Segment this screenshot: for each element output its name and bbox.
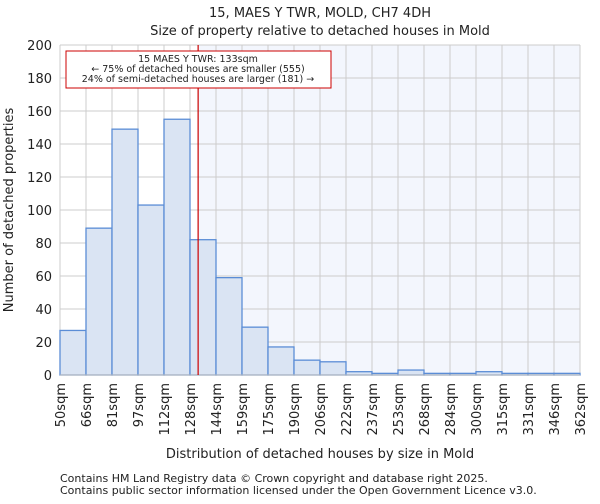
x-tick-label: 206sqm (314, 383, 329, 436)
x-tick-label: 175sqm (262, 383, 277, 436)
histogram-bar (397, 369, 425, 376)
x-tick-label: 66sqm (80, 383, 95, 427)
y-tick-label: 160 (27, 105, 52, 120)
x-tick-label: 222sqm (340, 383, 355, 436)
chart-subtitle: Size of property relative to detached ho… (150, 24, 490, 39)
x-tick-label: 315sqm (496, 383, 511, 436)
y-axis-label: Number of detached properties (2, 108, 17, 313)
y-tick-label: 80 (35, 237, 52, 252)
histogram-bar (137, 204, 165, 376)
x-tick-label: 300sqm (470, 383, 485, 436)
annotation-line-3: 24% of semi-detached houses are larger (… (82, 74, 315, 85)
histogram-bar (163, 118, 191, 376)
x-tick-label: 268sqm (418, 383, 433, 436)
histogram-bar (59, 329, 87, 376)
histogram-bar (267, 346, 295, 376)
annotation-line-1: 15 MAES Y TWR: 133sqm (138, 54, 258, 65)
x-tick-label: 331sqm (522, 383, 537, 436)
x-tick-label: 253sqm (392, 383, 407, 436)
y-tick-label: 60 (35, 270, 52, 285)
x-tick-label: 362sqm (574, 383, 589, 436)
y-tick-label: 180 (27, 72, 52, 87)
x-axis-label: Distribution of detached houses by size … (166, 447, 474, 462)
x-tick-label: 346sqm (548, 383, 563, 436)
annotation-line-2: ← 75% of detached houses are smaller (55… (91, 64, 304, 75)
x-tick-label: 50sqm (54, 383, 69, 427)
x-tick-label: 190sqm (288, 383, 303, 436)
histogram-bar (85, 227, 113, 376)
x-tick-label: 159sqm (236, 383, 251, 436)
histogram-bar (111, 128, 139, 376)
footer-line-2: Contains public sector information licen… (60, 484, 537, 497)
y-tick-label: 140 (27, 138, 52, 153)
y-tick-label: 40 (35, 303, 52, 318)
x-tick-label: 97sqm (132, 383, 147, 427)
y-tick-label: 20 (35, 336, 52, 351)
x-tick-label: 144sqm (210, 383, 225, 436)
x-tick-label: 128sqm (184, 383, 199, 436)
x-tick-label: 284sqm (444, 383, 459, 436)
annotation-box (65, 50, 332, 89)
y-tick-label: 0 (44, 369, 52, 384)
y-tick-label: 100 (27, 204, 52, 219)
footer-line-1: Contains HM Land Registry data © Crown c… (60, 472, 488, 485)
x-tick-label: 237sqm (366, 383, 381, 436)
y-tick-label: 120 (27, 171, 52, 186)
histogram-bar (215, 276, 243, 376)
histogram-bar (189, 239, 217, 376)
histogram-bar (319, 361, 347, 376)
histogram-bar (293, 359, 321, 376)
histogram-bar (241, 326, 269, 376)
x-tick-label: 112sqm (158, 383, 173, 436)
x-tick-label: 81sqm (106, 383, 121, 427)
chart-title: 15, MAES Y TWR, MOLD, CH7 4DH (209, 6, 431, 21)
y-tick-label: 200 (27, 39, 52, 54)
